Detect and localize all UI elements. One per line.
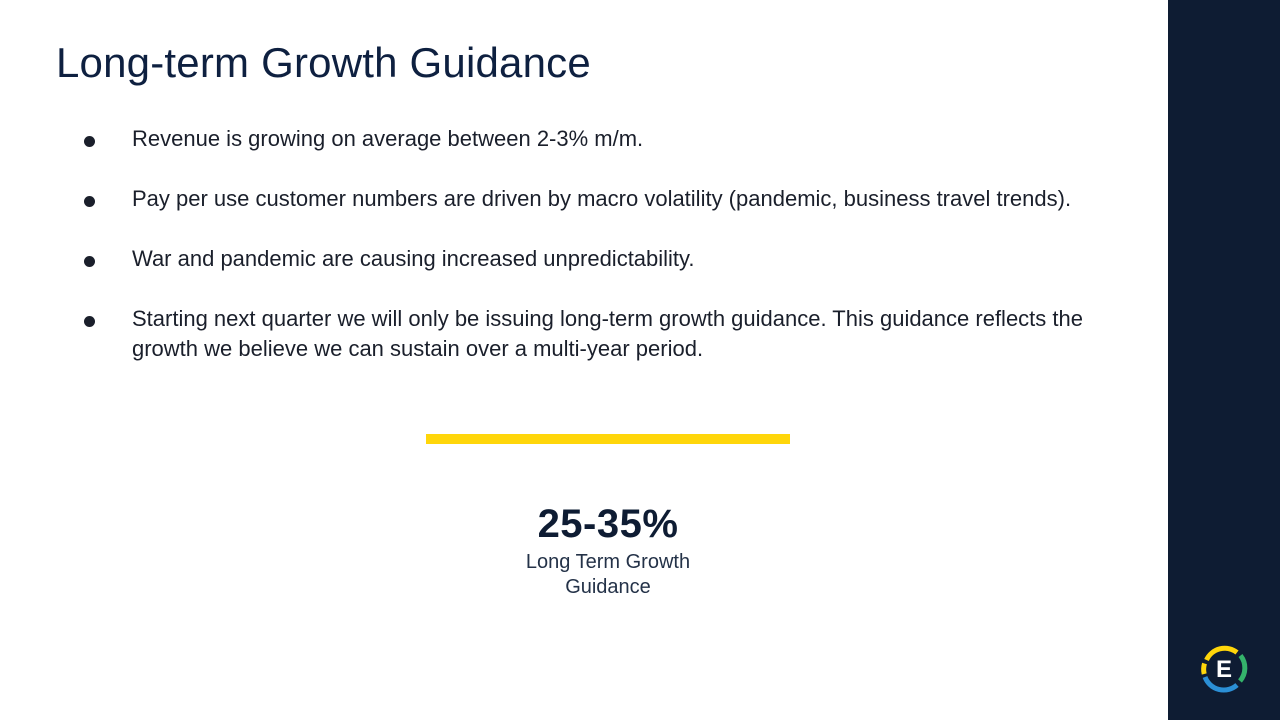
bullet-item: Revenue is growing on average between 2-…: [84, 124, 1104, 154]
metric-label: Long Term Growth Guidance: [525, 551, 691, 598]
slide-canvas: Long-term Growth Guidance Revenue is gro…: [56, 39, 1104, 600]
brand-sidebar: [1168, 0, 1280, 720]
bullet-text: War and pandemic are causing increased u…: [132, 246, 695, 271]
metric-value: 25-35%: [537, 502, 679, 546]
bullet-item: War and pandemic are causing increased u…: [84, 244, 1104, 274]
accent-divider: [426, 434, 790, 444]
company-e-logo-icon: E: [1201, 645, 1248, 693]
bullet-dot-icon: [84, 316, 95, 327]
bullet-dot-icon: [84, 256, 95, 267]
bullet-text: Revenue is growing on average between 2-…: [132, 126, 644, 151]
bullet-text: Pay per use customer numbers are driven …: [132, 186, 1072, 211]
bullet-dot-icon: [84, 136, 95, 147]
bullet-dot-icon: [84, 196, 95, 207]
logo-letter: E: [1216, 656, 1232, 683]
bullet-item: Starting next quarter we will only be is…: [84, 304, 1104, 364]
bullet-list: Revenue is growing on average between 2-…: [84, 124, 1104, 394]
bullet-text: Starting next quarter we will only be is…: [132, 306, 1083, 361]
slide-title: Long-term Growth Guidance: [56, 39, 591, 86]
bullet-item: Pay per use customer numbers are driven …: [84, 184, 1104, 214]
growth-metric: 25-35% Long Term Growth Guidance: [428, 498, 788, 600]
